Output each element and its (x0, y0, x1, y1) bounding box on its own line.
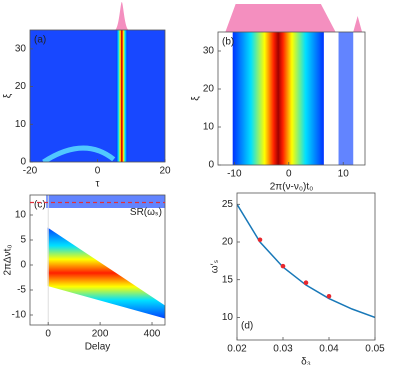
y-tick-label: 0 (20, 260, 26, 271)
y-tick-label: 20 (15, 81, 27, 92)
x-tick-label: 200 (92, 329, 109, 340)
panel-label: (d) (241, 321, 253, 332)
heatmap-band (232, 32, 324, 165)
annotation-text: SR(ωₛ) (130, 207, 162, 218)
x-tick-label: 0.03 (273, 344, 293, 355)
plot-area (46, 195, 165, 325)
heatmap-ridge (116, 30, 128, 162)
x-tick-label: 10 (338, 169, 350, 180)
plot-area (232, 32, 354, 165)
fit-curve (237, 203, 375, 319)
heatmap-streak (42, 145, 116, 162)
data-point (280, 263, 286, 269)
x-tick-label: -20 (23, 166, 38, 177)
x-tick-label: 0.04 (319, 344, 339, 355)
y-axis-label: ω′ₛ (210, 260, 221, 274)
x-tick-label: 0 (95, 166, 101, 177)
x-axis-label: Delay (85, 342, 111, 353)
y-tick-label: 5 (20, 235, 26, 246)
x-axis-label: τ (96, 179, 100, 190)
axes-frame (217, 31, 366, 166)
y-tick-label: -5 (17, 285, 26, 296)
data-point (257, 237, 263, 243)
y-tick-label: 20 (222, 237, 234, 248)
x-axis-label: δ₃ (301, 357, 311, 365)
x-tick-label: 0.02 (227, 344, 247, 355)
y-tick-label: 10 (203, 122, 215, 133)
plot-area (237, 203, 375, 319)
y-tick-label: 25 (222, 199, 234, 210)
heatmap-wedge (47, 227, 165, 319)
heatmap-top (46, 195, 165, 208)
data-point (326, 293, 332, 299)
y-tick-label: 10 (222, 312, 234, 323)
y-tick-label: 0 (208, 160, 214, 171)
heatmap-side (338, 32, 354, 165)
x-axis-label: 2π(ν-ν₀)t₀ (270, 182, 314, 193)
y-tick-label: 30 (15, 43, 27, 54)
y-tick-label: 30 (203, 46, 215, 57)
y-axis-label: ξ (3, 93, 14, 98)
y-tick-label: 10 (15, 119, 27, 130)
y-tick-label: -10 (12, 310, 27, 321)
axes-frame (29, 194, 166, 326)
y-axis-label: ξ (191, 96, 202, 101)
data-point (303, 280, 309, 286)
x-tick-label: 0 (45, 329, 51, 340)
y-tick-label: 0 (20, 157, 26, 168)
y-axis-label: 2πΔνt₀ (3, 244, 14, 275)
axes-frame (236, 192, 376, 341)
panel-label: (b) (222, 37, 234, 48)
y-tick-label: 15 (222, 274, 234, 285)
x-tick-label: 20 (159, 166, 171, 177)
plot-area (30, 30, 165, 162)
axes-frame (29, 29, 166, 163)
spectrum-peak (115, 2, 129, 30)
y-tick-label: 20 (203, 84, 215, 95)
x-tick-label: 0.05 (365, 344, 385, 355)
panel-label: (a) (34, 35, 46, 46)
y-tick-label: 10 (15, 210, 27, 221)
heatmap-bg (30, 30, 165, 162)
x-tick-label: 0 (286, 169, 292, 180)
panel-label: (c) (34, 200, 46, 211)
x-tick-label: 400 (144, 329, 161, 340)
spectrum-plateau (225, 4, 363, 32)
x-tick-label: -10 (227, 169, 242, 180)
